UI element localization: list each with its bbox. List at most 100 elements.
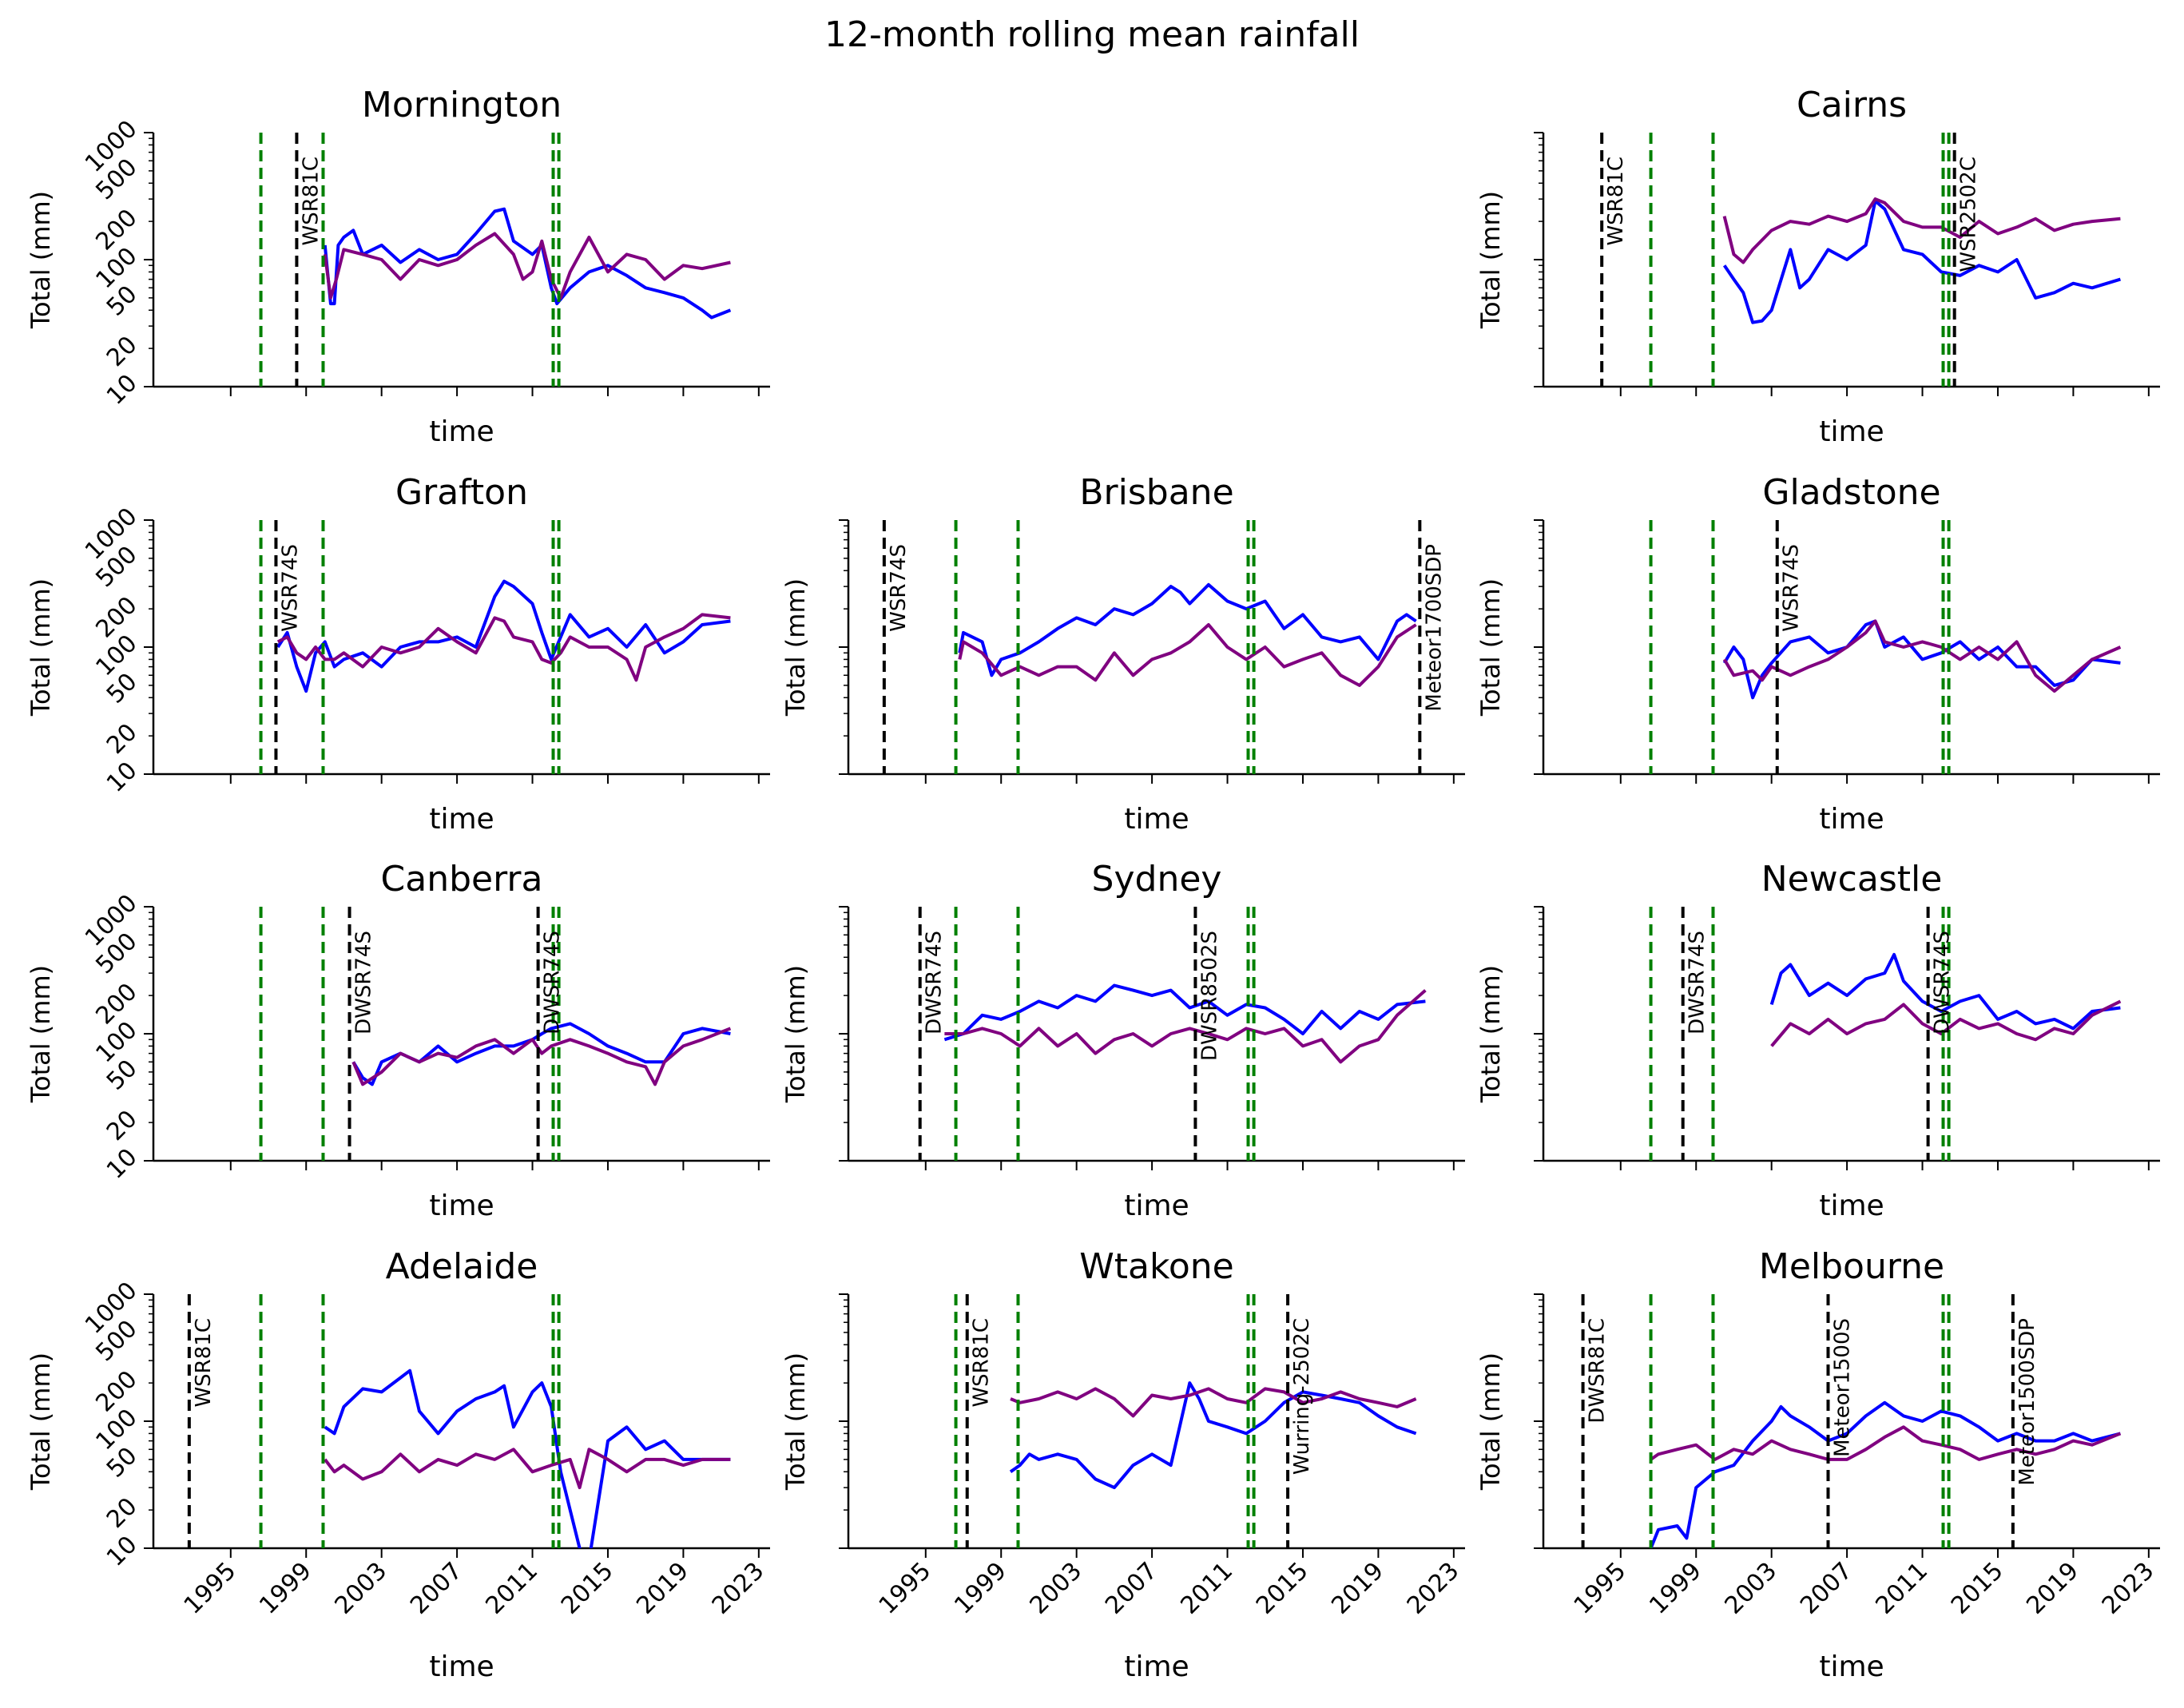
y-axis-label: Total (mm) [780,578,811,717]
panel-wtakone: Wtakone Total (mm) 1995 1999 2003 2007 2011 201… [780,1246,1465,1683]
x-tick-label: 2015 [556,1557,619,1620]
panel-title: Sydney [1092,859,1222,900]
series-group [351,1022,732,1086]
y-tick-label: 200 [90,204,142,256]
y-tick-label: 100 [90,242,142,294]
radar-marker-label: WSR81C [1604,157,1628,246]
x-tick-label: 1995 [179,1557,242,1620]
x-tick-label: 2015 [1946,1557,2009,1620]
x-axis-label: time [429,1190,494,1222]
x-tick-label: 2003 [330,1557,393,1620]
y-axis-label: Total (mm) [1475,965,1506,1103]
y-axis-label: Total (mm) [780,1352,811,1491]
y-tick-label: 10 [101,1531,143,1572]
series-line-blue [1009,1381,1417,1490]
series-line-blue [1722,619,2121,700]
y-tick-label: 20 [101,718,143,760]
x-axis-label: time [429,1650,494,1683]
series-group [1722,197,2121,324]
radar-marker-label: DWSR74S [541,931,565,1035]
radar-marker-label: WSR74S [887,544,911,632]
series-group [1009,1381,1417,1490]
x-tick-label: 1995 [874,1557,937,1620]
x-tick-label: 2011 [480,1557,543,1620]
y-tick-label: 20 [101,331,143,372]
panel-title: Newcastle [1761,859,1943,900]
series-line-purple [944,989,1427,1064]
x-tick-label: 2003 [1025,1557,1088,1620]
y-axis-label: Total (mm) [26,965,56,1103]
y-tick-label: 100 [90,1404,142,1456]
series-line-purple [351,1027,732,1086]
series-group [1722,619,2122,700]
panel-title: Mornington [362,85,562,125]
x-tick-label: 2011 [1870,1557,1933,1620]
series-line-blue [1769,952,2121,1031]
series-group [1649,1400,2122,1548]
series-line-blue [943,983,1426,1042]
radar-marker-label: WSR74S [1780,544,1804,632]
panel-title: Adelaide [386,1246,538,1287]
series-line-blue [276,579,731,693]
x-axis-label: time [429,415,494,448]
x-axis-label: time [429,803,494,836]
radar-marker-label: DWSR74S [1931,931,1955,1035]
radar-marker-label: WSR74S [278,544,302,632]
series-line-blue [1649,1400,2121,1548]
y-axis-label: Total (mm) [1475,191,1506,329]
panel-title: Wtakone [1079,1246,1234,1287]
y-tick-label: 20 [101,1492,143,1534]
figure-title: 12-month rolling mean rainfall [824,14,1360,55]
series-line-purple [323,232,731,300]
y-tick-label: 200 [90,591,142,643]
series-group [276,579,731,693]
y-tick-label: 200 [90,1365,142,1417]
x-tick-label: 2015 [1251,1557,1314,1620]
x-tick-label: 2011 [1175,1557,1238,1620]
y-axis-label: Total (mm) [26,191,56,329]
y-tick-label: 200 [90,978,142,1030]
series-line-purple [1010,1387,1417,1418]
radar-marker-label: DWSR81C [1586,1318,1610,1424]
y-axis-label: Total (mm) [780,965,811,1103]
series-group [958,582,1417,687]
series-line-blue [324,1368,731,1548]
x-axis-label: time [1124,1650,1189,1683]
series-group [324,1368,731,1548]
series-line-purple [958,623,1417,687]
radar-marker-label: WSR81C [299,157,323,246]
y-tick-label: 10 [101,757,143,798]
panel-cairns: Cairns Total (mm) time WSR81C WSR2502C [1475,85,2160,448]
radar-marker-label: Meteor1500S [1830,1318,1854,1457]
panel-sydney: Sydney Total (mm) time DWSR74S DWSR8502S [780,859,1465,1222]
x-tick-label: 1999 [949,1557,1012,1620]
panel-title: Cairns [1797,85,1907,125]
x-tick-label: 2007 [1100,1557,1163,1620]
x-tick-label: 1999 [1644,1557,1707,1620]
panel-title: Brisbane [1079,472,1233,513]
x-axis-label: time [1819,415,1884,448]
radar-marker-label: Wurring-2502C [1290,1318,1314,1475]
x-tick-label: 2023 [1402,1557,1465,1620]
x-axis-label: time [1819,803,1884,836]
x-tick-label: 1995 [1569,1557,1632,1620]
x-tick-label: 2023 [2097,1557,2160,1620]
x-axis-label: time [1124,803,1189,836]
series-line-blue [958,582,1417,677]
y-tick-label: 10 [101,1143,143,1185]
y-tick-label: 100 [90,630,142,681]
panel-title: Canberra [381,859,543,900]
y-tick-label: 100 [90,1016,142,1068]
x-tick-label: 1999 [254,1557,317,1620]
series-line-purple [1722,619,2122,693]
series-group [943,983,1427,1064]
panel-title: Grafton [395,472,528,513]
x-tick-label: 2023 [707,1557,770,1620]
panel-title: Gladstone [1762,472,1940,513]
series-line-purple [1722,197,2121,264]
